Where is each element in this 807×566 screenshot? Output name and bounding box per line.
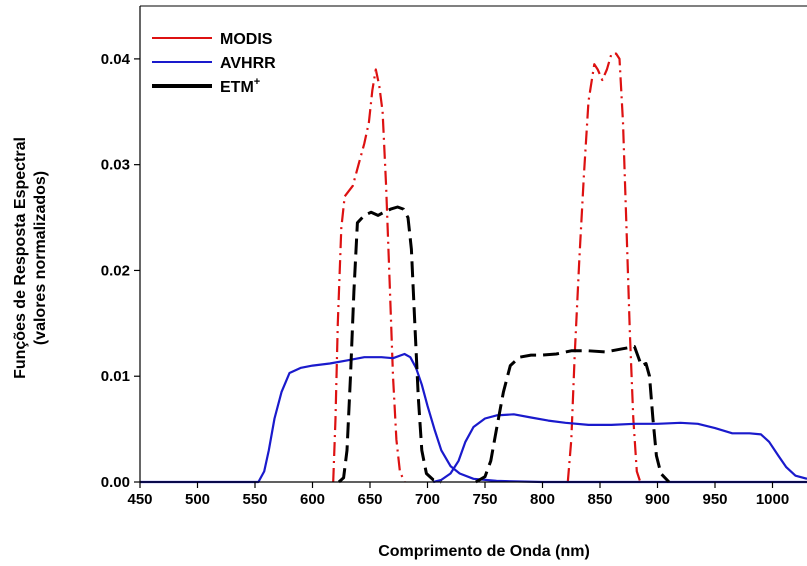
x-tick-label: 450 — [127, 491, 152, 508]
x-axis-title: Comprimento de Onda (nm) — [378, 543, 590, 560]
x-tick-label: 800 — [530, 491, 555, 508]
x-tick-label: 550 — [242, 491, 267, 508]
x-tick-label: 1000 — [756, 491, 789, 508]
x-tick-label: 850 — [587, 491, 612, 508]
y-tick-label: 0.03 — [101, 157, 130, 174]
legend-label: ETM+ — [220, 76, 260, 96]
series-modis — [332, 52, 642, 483]
x-tick-label: 750 — [472, 491, 497, 508]
series-avhrr — [140, 352, 807, 484]
x-tick-label: 950 — [702, 491, 727, 508]
axes-layer: 450 500 550 600 650 700 750 800 850 900 950 1000 0.0… — [101, 5, 807, 508]
x-tick-label: 650 — [357, 491, 382, 508]
series-etm- — [337, 205, 671, 484]
series-line — [433, 413, 807, 484]
x-tick-label: 700 — [415, 491, 440, 508]
legend-label: AVHRR — [220, 55, 276, 72]
legend-label: MODIS — [220, 31, 273, 48]
y-tick-label: 0.04 — [101, 51, 131, 68]
legend: MODIS AVHRR ETM+ — [152, 31, 276, 96]
y-axis-title-line-1: Funções de Resposta Espectral — [12, 137, 29, 379]
x-tick-label: 600 — [300, 491, 325, 508]
x-tick-label: 900 — [645, 491, 670, 508]
y-tick-label: 0.02 — [101, 262, 130, 279]
y-tick-label: 0.00 — [101, 474, 130, 491]
y-axis-title-line-2: (valores normalizados) — [32, 171, 49, 345]
y-tick-label: 0.01 — [101, 368, 130, 385]
x-tick-label: 500 — [185, 491, 210, 508]
series-line — [566, 52, 642, 483]
series-line — [475, 345, 671, 484]
series-layer — [140, 52, 807, 484]
series-line — [140, 352, 807, 484]
series-line — [337, 205, 442, 484]
series-line — [332, 68, 406, 483]
